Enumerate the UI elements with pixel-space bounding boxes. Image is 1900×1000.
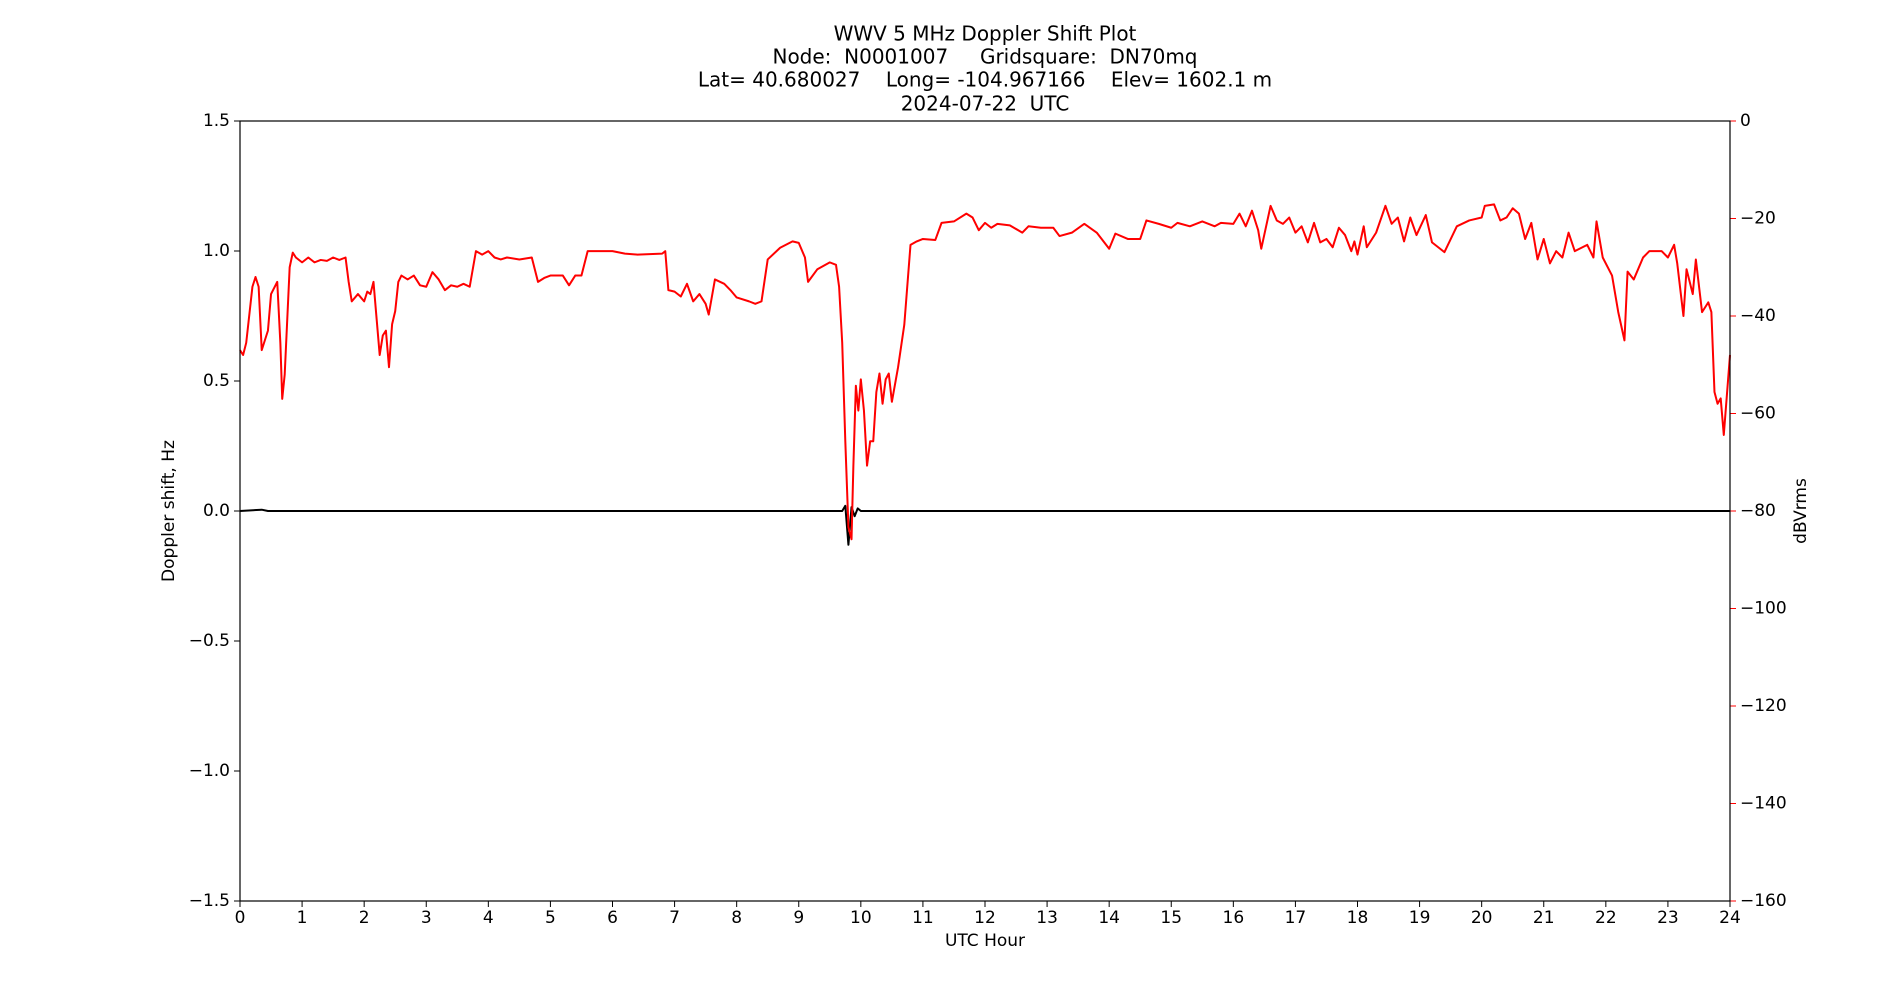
x-tick-label: 22 (1595, 908, 1617, 928)
y2-tick-label: −20 (1740, 209, 1776, 229)
x-tick-label: 16 (1223, 908, 1245, 928)
x-tick-label: 17 (1285, 908, 1307, 928)
plot-frame (239, 120, 1731, 902)
y2-tick-label: −60 (1740, 404, 1776, 424)
x-tick-label: 8 (731, 908, 742, 928)
x-tick-label: 24 (1719, 908, 1741, 928)
y2-tick-label: −140 (1740, 794, 1787, 814)
y-tick-label: 1.5 (203, 111, 230, 131)
x-tick-label: 18 (1347, 908, 1369, 928)
data-line (239, 203, 1731, 541)
x-tick-label: 19 (1409, 908, 1431, 928)
x-tick-label: 7 (669, 908, 680, 928)
y2-tick-label: −80 (1740, 501, 1776, 521)
x-tick-label: 12 (974, 908, 996, 928)
y2-tick-label: −40 (1740, 306, 1776, 326)
x-axis-label: UTC Hour (945, 931, 1025, 951)
chart-subtitle: Node: N0001007 Gridsquare: DN70mq (772, 45, 1197, 69)
x-tick-label: 4 (483, 908, 494, 928)
y-tick-label: −1.0 (189, 761, 230, 781)
chart-title: WWV 5 MHz Doppler Shift Plot (834, 22, 1137, 46)
x-tick-label: 3 (421, 908, 432, 928)
x-tick-label: 13 (1036, 908, 1058, 928)
y-tick-label: 0.5 (203, 371, 230, 391)
y-tick-label: −1.5 (189, 891, 230, 911)
y2-tick-label: −160 (1740, 891, 1787, 911)
x-tick-label: 21 (1533, 908, 1555, 928)
x-tick-label: 14 (1098, 908, 1120, 928)
x-tick-label: 23 (1657, 908, 1679, 928)
x-tick-label: 15 (1160, 908, 1182, 928)
x-tick-label: 6 (607, 908, 618, 928)
x-tick-label: 11 (912, 908, 934, 928)
x-tick-label: 2 (359, 908, 370, 928)
y-axis-label: Doppler shift, Hz (159, 440, 179, 582)
y2-tick-label: −100 (1740, 599, 1787, 619)
y2-tick-label: 0 (1740, 111, 1751, 131)
chart-subtitle: 2024-07-22 UTC (901, 92, 1070, 116)
y-tick-label: 0.0 (203, 501, 230, 521)
x-tick-label: 0 (235, 908, 246, 928)
x-tick-label: 5 (545, 908, 556, 928)
y2-axis-label: dBVrms (1791, 478, 1811, 544)
y2-tick-label: −120 (1740, 696, 1787, 716)
x-tick-label: 20 (1471, 908, 1493, 928)
chart-subtitle: Lat= 40.680027 Long= -104.967166 Elev= 1… (698, 68, 1272, 92)
x-tick-label: 10 (850, 908, 872, 928)
x-tick-label: 1 (297, 908, 308, 928)
x-tick-label: 9 (793, 908, 804, 928)
y-tick-label: 1.0 (203, 241, 230, 261)
y-tick-label: −0.5 (189, 631, 230, 651)
data-line (239, 504, 1730, 546)
